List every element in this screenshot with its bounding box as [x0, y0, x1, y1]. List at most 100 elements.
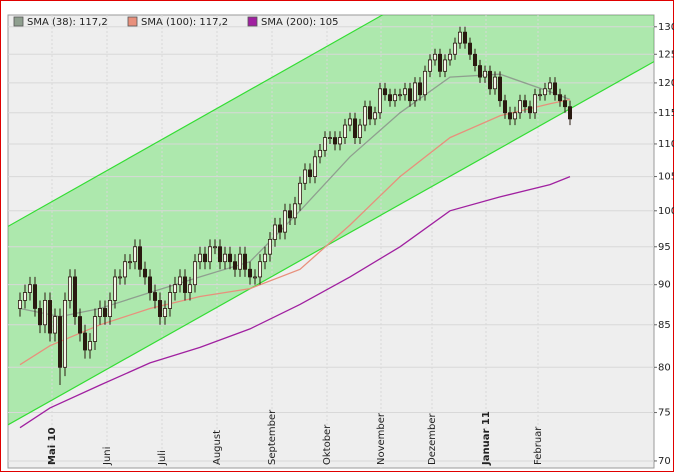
x-tick-label: August [212, 430, 223, 465]
candle-body [502, 100, 507, 114]
candle-body [322, 137, 327, 151]
candle-body [427, 59, 432, 72]
candle-body [292, 203, 297, 219]
candle-body [88, 341, 93, 351]
candle-body [187, 284, 192, 293]
candle-body [78, 316, 83, 334]
x-tick-label: Juli [157, 450, 168, 466]
candle-body [247, 268, 252, 278]
candle-body [152, 292, 157, 301]
candle-body [392, 94, 397, 102]
candle-body [162, 308, 167, 317]
candle-body [22, 292, 27, 301]
candle-body [462, 31, 467, 44]
y-tick-label: 95 [658, 242, 671, 253]
candle-body [507, 112, 512, 120]
x-tick-label: November [376, 412, 387, 465]
candle-body [362, 106, 367, 126]
candle-body [73, 276, 78, 317]
candle-body [262, 253, 267, 263]
candle-body [518, 100, 523, 114]
y-tick-label: 90 [658, 280, 671, 291]
candle-body [123, 261, 128, 278]
channel-fill [8, 15, 654, 425]
candle-body [38, 308, 43, 326]
candle-body [98, 308, 103, 317]
y-tick-label: 80 [658, 362, 671, 373]
candle-body [357, 124, 362, 138]
candle-body [297, 182, 302, 205]
candle-body [277, 224, 282, 233]
candle-body [192, 261, 197, 286]
channel-line [8, 15, 384, 227]
candle-body [227, 253, 232, 263]
candle-body [513, 112, 518, 120]
x-tick-label: Oktober [322, 424, 333, 465]
candle-body [372, 112, 377, 120]
candle-body [317, 149, 322, 158]
legend-label: SMA (200): 105 [261, 17, 339, 28]
candle-body [497, 76, 502, 102]
candle-body [432, 53, 437, 61]
candle-body [472, 53, 477, 66]
candle-body [553, 82, 558, 96]
plot-layer [8, 15, 654, 468]
candle-body [558, 94, 563, 102]
legend-swatch [247, 16, 258, 27]
y-tick-label: 120 [658, 78, 674, 89]
candle-body [58, 316, 63, 368]
candle-body [132, 246, 137, 263]
candle-body [563, 100, 568, 108]
candle-body [48, 300, 53, 334]
legend-swatch [127, 16, 138, 27]
candle-body [422, 70, 427, 96]
candle-body [533, 94, 538, 114]
candle-body [43, 300, 48, 326]
candle-body [302, 169, 307, 184]
candle-body [437, 53, 442, 72]
x-tick-label: Juni [102, 447, 113, 466]
candle-body [523, 100, 528, 108]
candle-body [477, 65, 482, 78]
y-tick-label: 75 [658, 408, 671, 419]
candle-body [342, 124, 347, 138]
y-tick-label: 130 [658, 22, 674, 33]
candle-body [27, 284, 32, 293]
candle-body [377, 88, 382, 114]
candle-body [452, 42, 457, 55]
legend-swatch [13, 16, 24, 27]
candle-body [347, 118, 352, 126]
channel-line [8, 61, 654, 426]
candle-body [147, 276, 152, 293]
candle-body [177, 276, 182, 286]
candle-body [407, 88, 412, 102]
candle-body [307, 169, 312, 177]
candle-body [182, 276, 187, 293]
candle-body [412, 82, 417, 102]
candle-body [113, 276, 118, 301]
candle-body [492, 76, 497, 90]
x-tick-label: Februar [533, 426, 544, 465]
y-tick-label: 110 [658, 139, 674, 150]
candle-body [222, 253, 227, 263]
candle-body [382, 88, 387, 96]
candle-body [202, 253, 207, 263]
legend-label: SMA (38): 117,2 [27, 17, 108, 28]
candle-body [118, 276, 123, 279]
candle-body [457, 31, 462, 44]
candle-body [442, 59, 447, 72]
candle-body [312, 156, 317, 177]
candle-body [142, 268, 147, 278]
candle-body [93, 316, 98, 342]
x-tick-label: September [267, 409, 278, 465]
x-tick-label: Dezember [427, 413, 438, 465]
candle-body [212, 246, 217, 249]
candle-body [528, 106, 533, 114]
candle-body [197, 253, 202, 263]
y-tick-label: 115 [658, 108, 674, 119]
candle-body [207, 246, 212, 263]
candle-body [332, 137, 337, 145]
candle-body [538, 94, 543, 97]
candle-body [17, 300, 22, 309]
